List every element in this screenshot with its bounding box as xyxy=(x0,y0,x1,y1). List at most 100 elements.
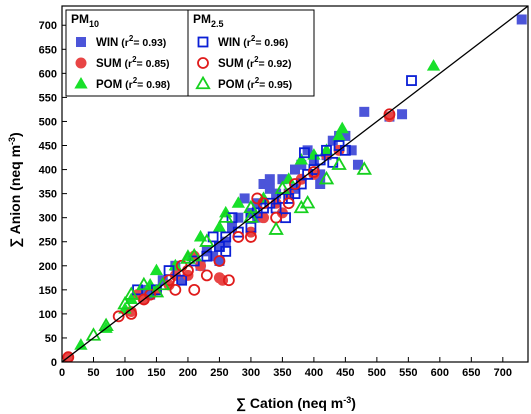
x-tick-label: 450 xyxy=(336,367,354,379)
data-point xyxy=(200,269,213,282)
data-point xyxy=(169,283,182,296)
legend-marker xyxy=(195,75,211,90)
legend-entry: WIN (r2= 0.93) xyxy=(96,34,166,49)
legend-marker xyxy=(76,37,86,47)
data-point xyxy=(277,174,288,185)
data-point xyxy=(231,196,245,208)
x-axis-title: ∑ Cation (neq m-3) xyxy=(236,395,356,412)
data-point xyxy=(264,174,275,185)
data-point xyxy=(258,179,269,189)
data-point xyxy=(289,178,301,190)
x-tick-label: 600 xyxy=(431,367,449,379)
data-point xyxy=(318,170,335,185)
data-point xyxy=(268,221,284,235)
data-point xyxy=(258,212,270,224)
data-point xyxy=(383,108,396,121)
legend-marker xyxy=(197,57,209,69)
y-axis-title: ∑ Anion (neq m-3) xyxy=(7,132,24,247)
data-point xyxy=(294,152,308,165)
data-point xyxy=(148,283,165,298)
data-point xyxy=(85,327,102,341)
data-point xyxy=(213,255,226,267)
data-point xyxy=(180,250,196,264)
y-tick-label: 650 xyxy=(39,44,57,56)
data-point xyxy=(245,231,257,243)
data-point xyxy=(340,130,351,141)
data-point xyxy=(212,220,227,232)
legend-marker xyxy=(74,77,88,89)
legend-marker xyxy=(75,57,87,69)
legend-entry: SUM (r2= 0.92) xyxy=(218,55,292,70)
y-tick-label: 0 xyxy=(51,357,57,369)
data-point xyxy=(176,275,187,286)
legend-entry: SUM (r2= 0.85) xyxy=(96,55,170,70)
data-point xyxy=(264,183,275,194)
y-tick-label: 400 xyxy=(39,165,57,177)
data-point xyxy=(217,209,234,223)
x-tick-label: 400 xyxy=(305,367,323,379)
x-tick-label: 700 xyxy=(494,367,512,379)
series-pm25-sum xyxy=(62,108,396,362)
legend-entry: POM (r2= 0.98) xyxy=(96,76,170,91)
x-axis: 0 50 100 150 200 250 300 350 400 450 500 550 600 650 7… xyxy=(59,357,512,379)
data-point xyxy=(227,222,238,233)
x-tick-label: 200 xyxy=(179,367,197,379)
data-point xyxy=(406,75,417,86)
x-tick-label: 150 xyxy=(147,367,165,379)
data-point xyxy=(290,164,300,175)
y-tick-label: 550 xyxy=(39,92,57,104)
x-tick-label: 100 xyxy=(116,367,134,379)
data-point xyxy=(352,159,363,170)
x-tick-label: 650 xyxy=(462,367,480,379)
data-point xyxy=(307,148,321,160)
legend-title: PM10 xyxy=(71,12,99,29)
data-point xyxy=(199,233,215,247)
data-point xyxy=(270,211,283,224)
data-point xyxy=(346,145,357,156)
data-point xyxy=(123,286,140,300)
data-point xyxy=(74,338,88,350)
data-point xyxy=(112,310,125,323)
data-point xyxy=(308,154,319,165)
x-tick-label: 250 xyxy=(210,367,228,379)
data-point xyxy=(195,260,207,272)
x-tick-label: 0 xyxy=(59,367,65,379)
data-point xyxy=(282,172,296,184)
data-point xyxy=(516,14,527,25)
data-point xyxy=(239,193,250,204)
data-point xyxy=(222,274,235,287)
data-point xyxy=(319,143,334,155)
y-tick-label: 300 xyxy=(39,213,57,225)
data-point xyxy=(232,231,245,243)
data-point xyxy=(193,229,208,242)
data-point xyxy=(356,161,373,175)
data-point xyxy=(296,159,307,170)
data-point xyxy=(149,263,164,276)
data-point xyxy=(243,209,259,223)
data-point xyxy=(168,258,183,271)
data-point xyxy=(214,241,225,252)
data-point xyxy=(98,317,114,332)
data-point xyxy=(62,351,75,362)
data-point xyxy=(208,251,219,262)
legend-box-pm10: PM10 WIN (r2= 0.93) SUM (r2= 0.85) POM (r2=… xyxy=(65,9,189,97)
y-tick-label: 200 xyxy=(39,261,57,273)
data-point xyxy=(315,169,326,180)
legend-entry: WIN (r2= 0.96) xyxy=(218,34,288,49)
legend-title: PM2.5 xyxy=(193,12,224,29)
x-tick-label: 550 xyxy=(399,367,417,379)
legend-box-pm25: PM2.5 WIN (r2= 0.96) SUM (r2= 0.92) POM (r2… xyxy=(187,9,315,97)
data-point xyxy=(143,278,157,290)
data-point xyxy=(335,121,349,134)
y-tick-label: 350 xyxy=(39,189,57,201)
data-point xyxy=(307,166,320,178)
data-point xyxy=(327,135,338,146)
data-point xyxy=(332,128,346,141)
y-tick-label: 100 xyxy=(39,309,57,321)
x-tick-label: 350 xyxy=(273,367,291,379)
y-tick-label: 450 xyxy=(39,141,57,153)
data-point xyxy=(321,144,332,156)
regression-line xyxy=(62,6,528,362)
data-point xyxy=(426,59,441,71)
plot-frame xyxy=(61,5,529,363)
